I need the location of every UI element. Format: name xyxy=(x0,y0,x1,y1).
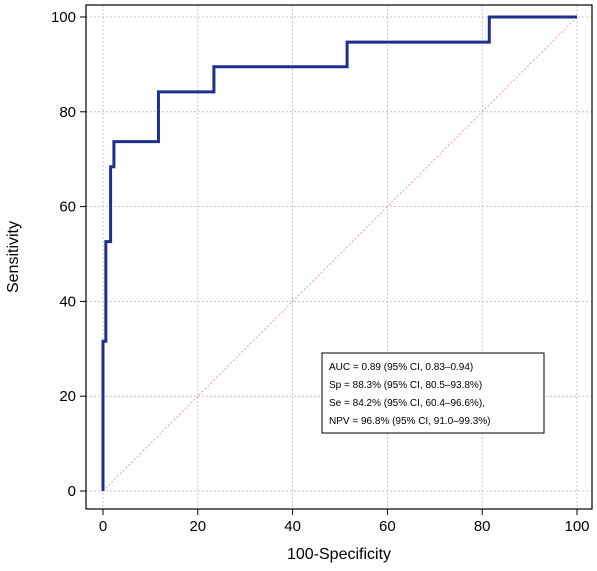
y-tick-label: 60 xyxy=(59,199,76,216)
x-axis-title: 100-Specificity xyxy=(287,546,391,563)
annotation-sensitivity: Se = 84.2% (95% CI, 60.4–96.6%), xyxy=(329,398,485,409)
y-axis-title: Sensitivity xyxy=(5,221,22,293)
axis-ticks xyxy=(80,16,578,515)
annotation-specificity: Sp = 88.3% (95% CI, 80.5–93.8%) xyxy=(329,380,482,391)
y-tick-label: 40 xyxy=(59,293,76,310)
y-tick-label: 80 xyxy=(59,104,76,121)
series-layer xyxy=(101,15,578,492)
y-tick-label: 100 xyxy=(51,9,76,26)
plot-frame xyxy=(85,4,593,510)
x-tick-label: 100 xyxy=(564,518,589,535)
annotation-box-frame xyxy=(321,352,545,434)
x-tick-label: 60 xyxy=(379,518,396,535)
y-tick-label: 0 xyxy=(68,483,76,500)
grid-lines xyxy=(86,5,592,509)
roc-curve-line xyxy=(101,15,577,491)
stats-annotation-box: AUC = 0.89 (95% CI, 0.83–0.94) Sp = 88.3… xyxy=(321,352,545,434)
x-tick-label: 0 xyxy=(99,518,107,535)
x-tick-label: 20 xyxy=(189,518,206,535)
annotation-npv: NPV = 96.8% (95% CI, 91.0–99.3%) xyxy=(329,416,490,427)
x-tick-label: 80 xyxy=(474,518,491,535)
annotation-auc: AUC = 0.89 (95% CI, 0.83–0.94) xyxy=(329,362,473,373)
x-tick-label: 40 xyxy=(284,518,301,535)
y-tick-label: 20 xyxy=(59,388,76,405)
tick-labels: 0 20 40 60 80 100 0 20 40 60 80 100 xyxy=(51,9,590,535)
